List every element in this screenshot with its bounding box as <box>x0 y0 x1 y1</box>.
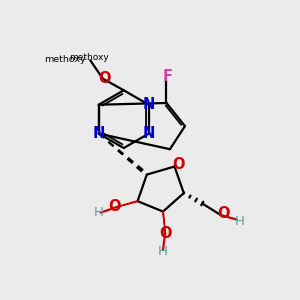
Text: methoxy: methoxy <box>44 55 86 64</box>
Text: F: F <box>163 69 172 84</box>
Text: O: O <box>159 226 172 241</box>
Text: H: H <box>93 206 103 219</box>
Polygon shape <box>163 212 165 232</box>
Text: O: O <box>98 71 111 86</box>
Text: H: H <box>158 245 168 259</box>
Polygon shape <box>117 201 138 207</box>
Text: N: N <box>142 126 155 141</box>
Text: O: O <box>217 206 229 221</box>
Text: H: H <box>234 215 244 229</box>
Text: O: O <box>108 200 120 214</box>
Text: N: N <box>142 97 155 112</box>
Text: methoxy: methoxy <box>69 53 109 62</box>
Text: N: N <box>92 126 105 141</box>
Text: O: O <box>172 157 185 172</box>
